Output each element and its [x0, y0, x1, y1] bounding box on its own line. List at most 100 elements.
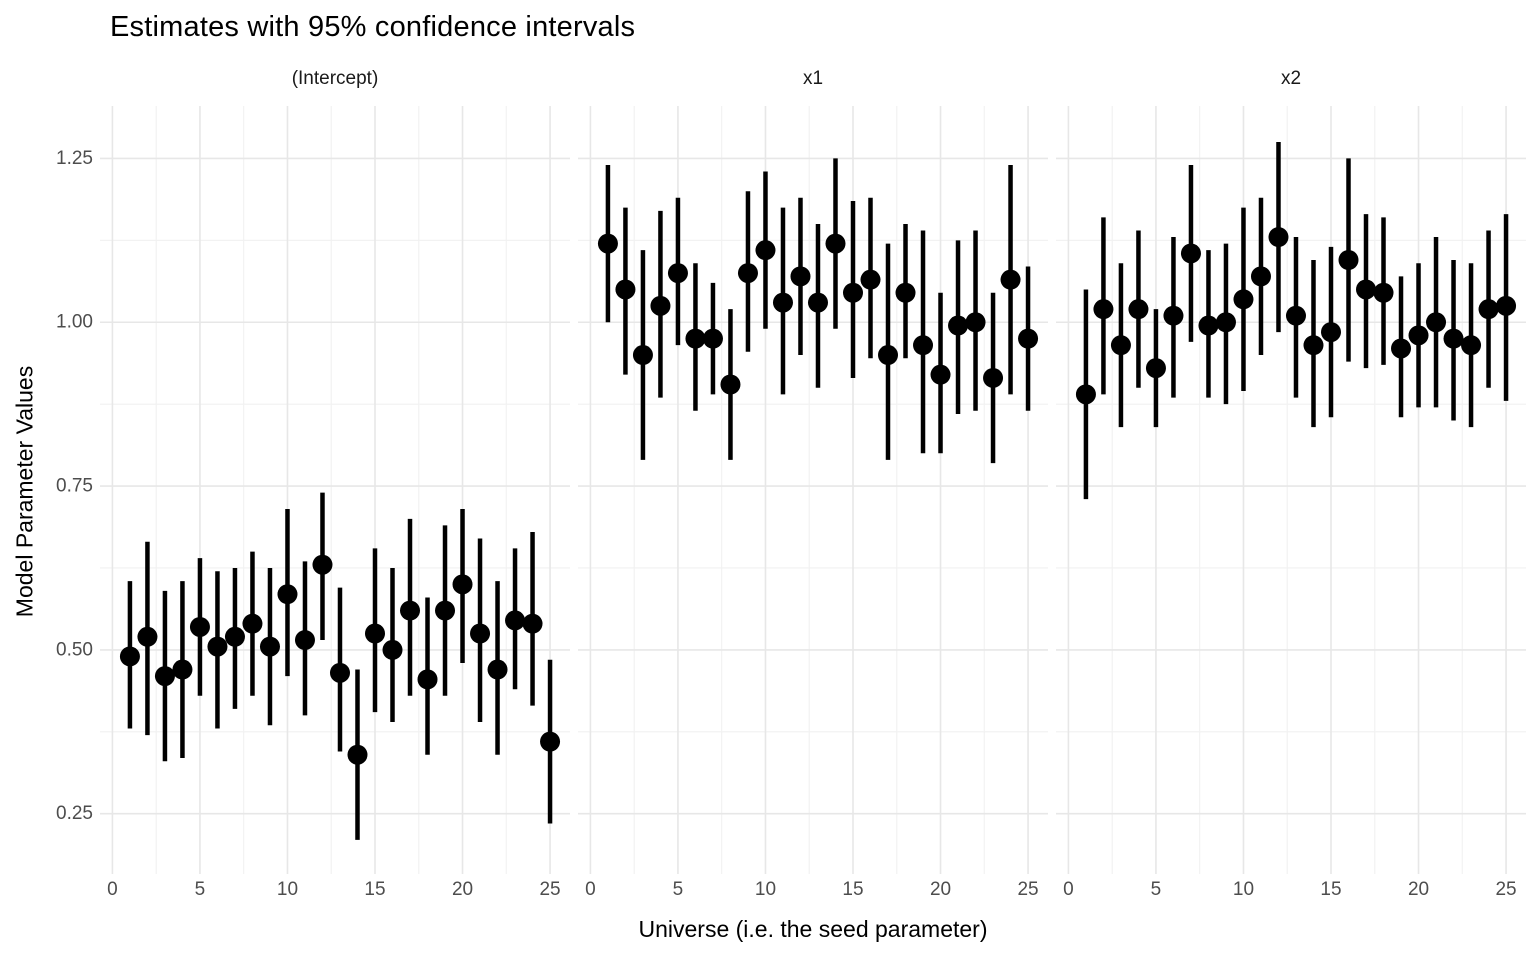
- data-point: [137, 626, 158, 647]
- data-point: [597, 233, 618, 254]
- data-point: [154, 666, 175, 687]
- x-tick-label: 20: [930, 879, 951, 900]
- x-tick-label: 20: [1408, 879, 1429, 900]
- data-point: [930, 364, 951, 385]
- x-tick-label: 15: [1320, 879, 1341, 900]
- x-tick-label: 0: [107, 879, 118, 900]
- data-point: [1373, 282, 1394, 303]
- data-point: [382, 639, 403, 660]
- data-point: [1110, 335, 1131, 356]
- facet-panel: x1 0 5 10 15 20 25: [578, 68, 1048, 900]
- data-point: [685, 328, 706, 349]
- data-point: [860, 269, 881, 290]
- data-point: [1075, 384, 1096, 405]
- y-tick-label: 0.75: [56, 476, 93, 497]
- data-point: [1128, 299, 1149, 320]
- data-point: [807, 292, 828, 313]
- data-point: [1285, 305, 1306, 326]
- data-point: [1163, 305, 1184, 326]
- data-point: [1461, 335, 1482, 356]
- data-point: [189, 616, 210, 637]
- data-point: [615, 279, 636, 300]
- facet-panel: x2 0 5 10 15 20 25: [1056, 68, 1526, 900]
- data-point: [1320, 322, 1341, 343]
- data-point: [825, 233, 846, 254]
- data-point: [772, 292, 793, 313]
- data-point: [1303, 335, 1324, 356]
- data-point: [1356, 279, 1377, 300]
- x-tick-label: 15: [842, 879, 863, 900]
- x-tick-label: 5: [1151, 879, 1162, 900]
- data-point: [487, 659, 508, 680]
- data-point: [878, 345, 899, 366]
- data-point: [1443, 328, 1464, 349]
- x-tick-label: 10: [755, 879, 776, 900]
- data-point: [259, 636, 280, 657]
- x-tick-label: 5: [673, 879, 684, 900]
- x-tick-label: 20: [452, 879, 473, 900]
- data-point: [1018, 328, 1039, 349]
- x-tick-label: 25: [1495, 879, 1516, 900]
- facet-strip-label: x2: [1281, 68, 1301, 89]
- data-point: [347, 744, 368, 765]
- y-axis-title: Model Parameter Values: [11, 365, 38, 618]
- data-point: [1093, 299, 1114, 320]
- data-point: [895, 282, 916, 303]
- data-point: [522, 613, 543, 634]
- data-point: [1338, 249, 1359, 270]
- data-point: [737, 263, 758, 284]
- data-point: [1180, 243, 1201, 264]
- data-point: [913, 335, 934, 356]
- x-tick-label: 25: [1017, 879, 1038, 900]
- data-point: [435, 600, 456, 621]
- data-point: [1000, 269, 1021, 290]
- data-point: [632, 345, 653, 366]
- data-point: [755, 240, 776, 261]
- data-point: [119, 646, 140, 667]
- data-point: [312, 554, 333, 575]
- data-point: [400, 600, 421, 621]
- data-point: [1198, 315, 1219, 336]
- data-point: [948, 315, 969, 336]
- data-point: [1408, 325, 1429, 346]
- data-point: [790, 266, 811, 287]
- data-point: [983, 367, 1004, 388]
- data-point: [650, 295, 671, 316]
- plot-title: Estimates with 95% confidence intervals: [110, 11, 636, 43]
- data-point: [417, 669, 438, 690]
- data-point: [540, 731, 561, 752]
- data-point: [1478, 299, 1499, 320]
- x-tick-label: 0: [585, 879, 596, 900]
- x-tick-label: 15: [364, 879, 385, 900]
- data-point: [224, 626, 245, 647]
- facet-strip-label: x1: [803, 68, 823, 89]
- y-tick-label: 0.25: [56, 803, 93, 824]
- data-point: [364, 623, 385, 644]
- data-point: [470, 623, 491, 644]
- data-point: [329, 662, 350, 683]
- x-axis-title: Universe (i.e. the seed parameter): [638, 916, 988, 942]
- data-point: [1215, 312, 1236, 333]
- data-point: [452, 574, 473, 595]
- data-point: [965, 312, 986, 333]
- data-point: [1496, 295, 1517, 316]
- y-tick-label: 1.00: [56, 312, 93, 333]
- x-tick-label: 10: [1233, 879, 1254, 900]
- facet-panel: (Intercept) 0 5 10 15 20 25: [100, 68, 570, 900]
- data-point: [1426, 312, 1447, 333]
- data-point: [505, 610, 526, 631]
- data-point: [1145, 358, 1166, 379]
- data-point: [1391, 338, 1412, 359]
- data-point: [172, 659, 193, 680]
- data-point: [702, 328, 723, 349]
- x-tick-label: 25: [539, 879, 560, 900]
- data-point: [842, 282, 863, 303]
- data-point: [1268, 227, 1289, 248]
- y-tick-label: 1.25: [56, 148, 93, 169]
- data-point: [294, 630, 315, 651]
- data-point: [1250, 266, 1271, 287]
- x-tick-label: 0: [1063, 879, 1074, 900]
- data-point: [1233, 289, 1254, 310]
